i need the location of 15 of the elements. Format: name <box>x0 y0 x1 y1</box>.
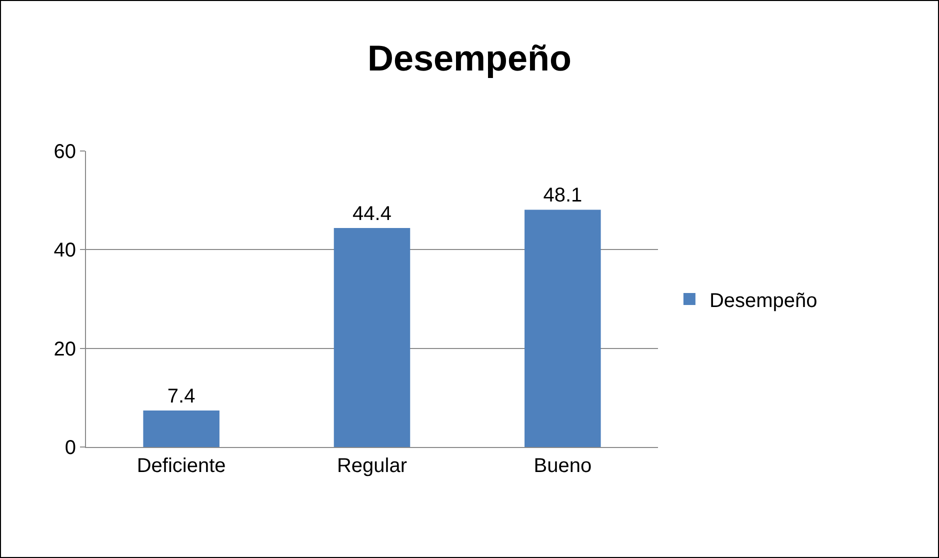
data-label: 48.1 <box>543 184 582 207</box>
x-tick-label: Regular <box>336 455 408 477</box>
bar <box>143 410 220 447</box>
x-tick-label: Bueno <box>534 455 592 477</box>
legend-label: Desempeño <box>709 290 818 312</box>
chart-title: Desempeño <box>367 38 572 79</box>
bar <box>334 228 410 447</box>
x-tick-label: Deficiente <box>136 455 226 477</box>
y-tick-label: 60 <box>54 141 76 163</box>
data-label: 44.4 <box>352 202 392 225</box>
y-tick-label: 0 <box>64 437 76 459</box>
y-tick-label: 20 <box>54 338 76 360</box>
data-label: 7.4 <box>167 385 196 408</box>
y-tick-label: 40 <box>54 240 76 262</box>
bar <box>524 210 601 447</box>
